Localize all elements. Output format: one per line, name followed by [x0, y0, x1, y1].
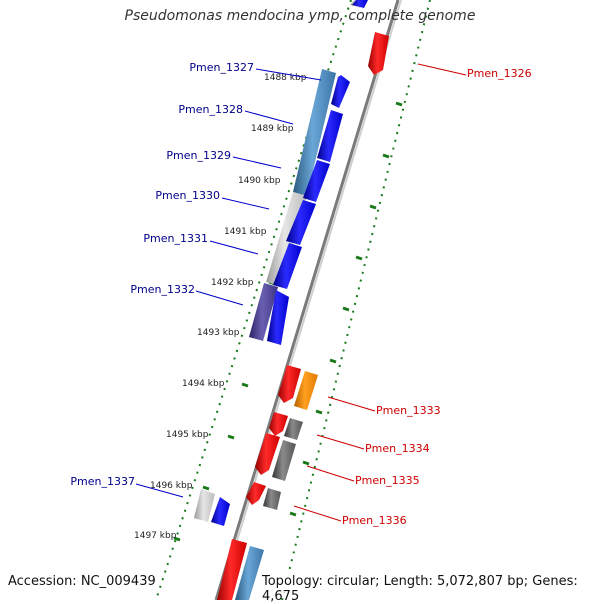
leader-lines-right: [293, 63, 467, 522]
tick-label: 1495 kbp: [166, 430, 209, 440]
gene-label[interactable]: Pmen_1330: [155, 189, 220, 202]
orange-feature: [294, 371, 318, 410]
tick-labels: 1488 kbp 1489 kbp 1490 kbp 1491 kbp 1492…: [134, 73, 307, 541]
cds-arrow: [246, 482, 266, 505]
reverse-cds-track: [217, 32, 389, 600]
gene-label[interactable]: Pmen_1332: [130, 283, 195, 296]
slate-feature: [249, 283, 278, 341]
footer-bg-left: [6, 572, 146, 592]
gray-feature: [284, 418, 303, 440]
gene-label[interactable]: Pmen_1327: [189, 61, 254, 74]
cds-arrow: [317, 110, 343, 162]
gene-label[interactable]: Pmen_1331: [143, 232, 208, 245]
cds-arrow: [352, 0, 368, 8]
steel-blue-feature: [235, 546, 264, 600]
cds-arrow: [217, 539, 247, 600]
cds-arrow: [211, 497, 230, 526]
tick-label: 1497 kbp: [134, 531, 177, 541]
steel-blue-feature: [293, 69, 336, 196]
feature-track-right: [263, 371, 318, 510]
tick-label: 1492 kbp: [211, 278, 254, 288]
gene-label[interactable]: Pmen_1333: [376, 404, 441, 417]
tick-track-outer: [281, 0, 431, 600]
cds-arrow: [331, 75, 350, 108]
gene-labels-left: Pmen_1327 Pmen_1328 Pmen_1329 Pmen_1330 …: [70, 61, 254, 488]
gene-labels-right: Pmen_1326 Pmen_1333 Pmen_1334 Pmen_1335 …: [342, 67, 532, 527]
gene-label[interactable]: Pmen_1329: [166, 149, 231, 162]
forward-cds-track: [211, 0, 368, 526]
cds-arrow: [267, 290, 289, 345]
accession-text: Accession: NC_009439: [8, 574, 156, 589]
genome-backbone: [214, 0, 400, 600]
cds-arrow: [269, 412, 288, 436]
gene-label[interactable]: Pmen_1336: [342, 514, 407, 527]
light-gray-feature: [194, 489, 215, 522]
outer-ticks: [289, 101, 403, 517]
gray-feature: [263, 488, 281, 510]
tick-label: 1489 kbp: [251, 124, 294, 134]
tick-label: 1496 kbp: [150, 481, 193, 491]
gray-feature: [272, 440, 296, 481]
tick-label: 1493 kbp: [197, 328, 240, 338]
cds-arrow: [303, 160, 330, 202]
cds-arrow: [255, 433, 280, 475]
gene-label[interactable]: Pmen_1326: [467, 67, 532, 80]
footer-bg-right: [260, 572, 594, 592]
cds-arrow: [286, 200, 316, 245]
tick-label: 1488 kbp: [264, 73, 307, 83]
tick-label: 1494 kbp: [182, 379, 225, 389]
tick-label: 1491 kbp: [224, 227, 267, 237]
gene-label[interactable]: Pmen_1334: [365, 442, 430, 455]
leader-lines-left: [135, 68, 322, 498]
gene-label[interactable]: Pmen_1335: [355, 474, 420, 487]
cds-arrow: [278, 365, 301, 403]
map-title: Pseudomonas mendocina ymp, complete geno…: [124, 8, 476, 24]
cds-arrow: [368, 32, 389, 75]
gene-label[interactable]: Pmen_1328: [178, 103, 243, 116]
genome-backbone-shadow: [218, 0, 402, 600]
tick-label: 1490 kbp: [238, 176, 281, 186]
cds-arrow: [273, 243, 302, 289]
gene-label[interactable]: Pmen_1337: [70, 475, 135, 488]
